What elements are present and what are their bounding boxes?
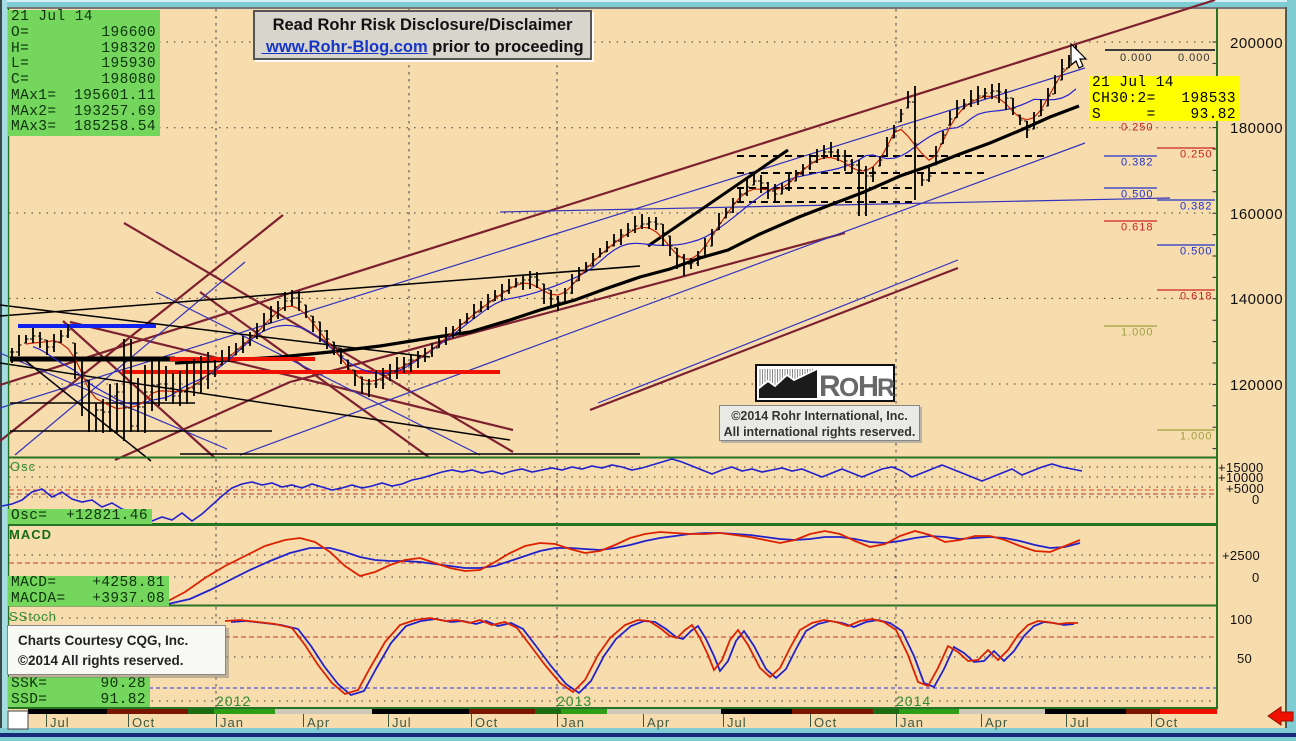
svg-text:0.000: 0.000 (1120, 52, 1153, 64)
svg-text:R: R (819, 370, 841, 403)
svg-text:1.000: 1.000 (1180, 431, 1213, 443)
svg-text:O: O (839, 372, 859, 402)
svg-text:0.382: 0.382 (1121, 157, 1154, 169)
svg-text:0.000: 0.000 (1178, 52, 1211, 64)
svg-text:0.500: 0.500 (1121, 189, 1154, 201)
svg-text:0.618: 0.618 (1180, 291, 1213, 303)
svg-text:R: R (877, 374, 895, 402)
svg-text:1.000: 1.000 (1121, 327, 1154, 339)
svg-text:0.250: 0.250 (1121, 122, 1154, 134)
svg-text:0.500: 0.500 (1180, 246, 1213, 258)
svg-text:0.382: 0.382 (1180, 201, 1213, 213)
svg-text:0.250: 0.250 (1180, 149, 1213, 161)
svg-text:0.618: 0.618 (1121, 222, 1154, 234)
svg-text:H: H (858, 371, 879, 403)
